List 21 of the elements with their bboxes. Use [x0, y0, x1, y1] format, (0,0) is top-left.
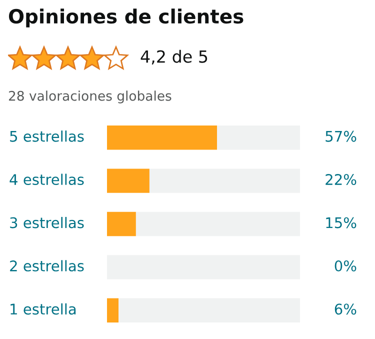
data-label: 57%	[326, 130, 356, 142]
chart-title: Opiniones de clientes	[8, 8, 244, 28]
bar	[118, 298, 300, 322]
data-label: 15%	[326, 217, 356, 228]
bar	[107, 126, 218, 150]
y-tick-label: 5 estrellas	[10, 130, 84, 142]
y-tick-label: 2 estrellas	[10, 260, 84, 272]
data-label: 22%	[326, 174, 356, 186]
y-tick-label: 4 estrellas	[10, 174, 84, 186]
bar	[136, 212, 300, 236]
y-tick-label: 3 estrellas	[10, 216, 84, 228]
text: 4,2 de 5	[140, 50, 208, 65]
data-label: 6%	[334, 304, 356, 315]
text: 28 valoraciones globales	[8, 90, 172, 104]
bar	[217, 126, 300, 150]
bar	[107, 212, 136, 236]
data-label: 0%	[334, 260, 356, 272]
y-tick-label: 1 estrella	[10, 303, 76, 315]
bar	[149, 168, 300, 193]
bar	[107, 168, 150, 193]
bar	[107, 298, 119, 322]
